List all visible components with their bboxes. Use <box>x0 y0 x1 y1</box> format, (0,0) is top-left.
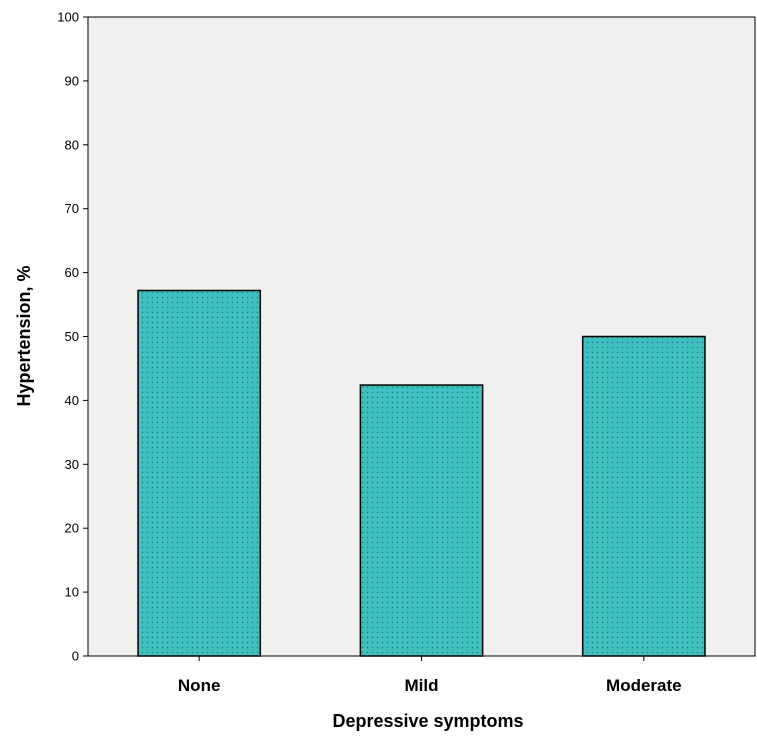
y-tick-label-30: 30 <box>65 457 79 472</box>
y-tick-label-0: 0 <box>72 649 79 664</box>
x-axis: None Mild Moderate <box>178 656 682 695</box>
y-axis: 0 10 20 30 40 50 60 70 80 90 100 <box>57 10 88 664</box>
x-tick-label-none: None <box>178 676 221 695</box>
x-axis-title: Depressive symptoms <box>332 711 523 731</box>
bar-mild <box>359 384 484 657</box>
y-tick-label-100: 100 <box>57 10 79 25</box>
y-tick-label-90: 90 <box>65 73 79 88</box>
bar-moderate <box>581 335 706 657</box>
y-tick-label-70: 70 <box>65 201 79 216</box>
y-tick-label-20: 20 <box>65 521 79 536</box>
y-tick-label-50: 50 <box>65 329 79 344</box>
y-tick-label-80: 80 <box>65 137 79 152</box>
x-tick-label-moderate: Moderate <box>606 676 682 695</box>
bars <box>137 289 706 657</box>
y-tick-label-40: 40 <box>65 393 79 408</box>
y-tick-label-60: 60 <box>65 265 79 280</box>
bar-none <box>137 289 262 657</box>
y-tick-label-10: 10 <box>65 585 79 600</box>
y-axis-title: Hypertension, % <box>14 265 34 406</box>
x-tick-label-mild: Mild <box>405 676 439 695</box>
